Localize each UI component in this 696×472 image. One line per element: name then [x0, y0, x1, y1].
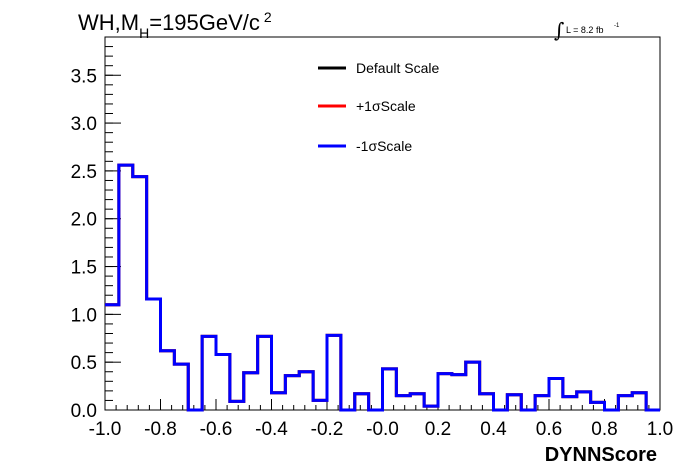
- series-layer: [105, 163, 660, 412]
- legend-label-minus: -1σScale: [356, 138, 412, 154]
- title-rest: =195GeV/c: [149, 10, 260, 35]
- x-tick-label: 0.4: [480, 419, 507, 440]
- x-tick-label: 0.8: [591, 419, 617, 440]
- y-tick-label: 2.5: [71, 162, 97, 183]
- title-subscript: H: [139, 25, 149, 41]
- x-tick-label: -1.0: [89, 419, 122, 440]
- series-minus-1sigma: [105, 163, 660, 412]
- y-tick-label: 0.0: [71, 401, 97, 422]
- y-tick-label: 3.5: [71, 66, 97, 87]
- x-tick-label: -0.2: [311, 419, 344, 440]
- y-tick-label: 1.0: [71, 305, 97, 326]
- x-tick-label: 0.2: [425, 419, 451, 440]
- lumi-text: L = 8.2 fb: [566, 25, 603, 35]
- svg-text:WH,MH=195GeV/c2: WH,MH=195GeV/c 2: [78, 9, 272, 41]
- title-main: WH,M: [78, 10, 139, 35]
- chart-title: WH,MH=195GeV/c 2: [78, 9, 272, 41]
- x-tick-label: 0.6: [536, 419, 562, 440]
- title-superscript: 2: [264, 9, 272, 25]
- x-tick-label: 1.0: [647, 419, 673, 440]
- x-tick-label: -0.0: [366, 419, 399, 440]
- legend-label-default: Default Scale: [356, 60, 439, 76]
- legend-label-plus: +1σScale: [356, 98, 416, 114]
- luminosity-label: ∫ L = 8.2 fb -1: [554, 18, 620, 42]
- x-axis-label: DYNNScore: [545, 444, 657, 466]
- axes: -1.0 -0.8 -0.6 -0.4 -0.2 -0.0 0.2 0.4 0.6 0.8 1.0 0…: [71, 36, 673, 440]
- y-tick-label: 2.0: [71, 210, 97, 231]
- integral-icon: ∫: [554, 18, 564, 42]
- lumi-superscript: -1: [614, 23, 620, 29]
- x-tick-label: -0.8: [144, 419, 177, 440]
- y-tick-label: 3.0: [71, 114, 97, 135]
- y-tick-label: 1.5: [71, 258, 97, 279]
- y-tick-label: 0.5: [71, 353, 97, 374]
- x-tick-label: -0.6: [200, 419, 233, 440]
- legend: Default Scale +1σScale -1σScale: [318, 60, 439, 154]
- x-tick-label: -0.4: [255, 419, 288, 440]
